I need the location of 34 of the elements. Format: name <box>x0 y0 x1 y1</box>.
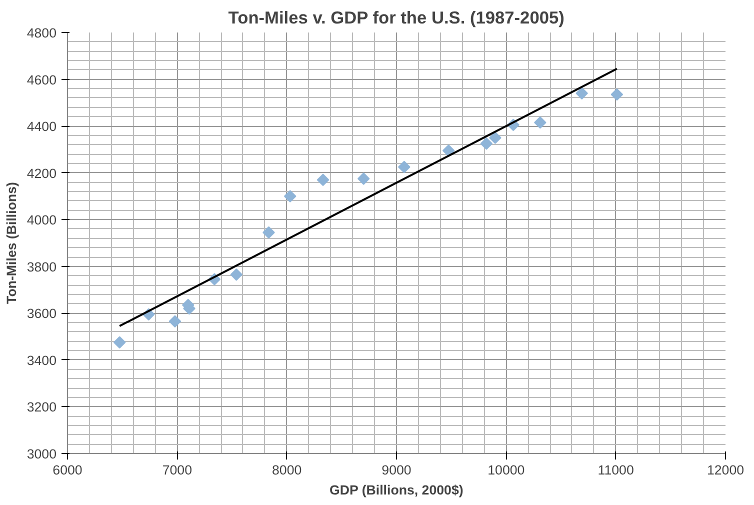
point <box>284 190 296 202</box>
point <box>534 116 546 129</box>
y-tick-label: 4600 <box>26 72 57 88</box>
x-tick-label: 11000 <box>598 462 634 478</box>
y-tick-label: 4800 <box>26 26 57 40</box>
y-tick-label: 3000 <box>26 446 57 462</box>
point <box>230 268 243 281</box>
y-tick-label: 3800 <box>26 259 57 274</box>
x-tick-label: 7000 <box>162 462 192 478</box>
point <box>168 315 182 328</box>
x-axis-title: GDP (Billions, 2000$) <box>329 482 464 498</box>
x-tick-label: 6000 <box>52 462 82 478</box>
point <box>480 137 493 150</box>
y-axis-title: Ton-Miles (Billions) <box>4 182 19 304</box>
point <box>576 87 588 100</box>
point <box>262 226 275 239</box>
point <box>398 160 410 174</box>
point <box>610 88 624 101</box>
chart-title: Ton-Miles v. GDP for the U.S. (1987-2005) <box>228 8 564 28</box>
x-tick-label: 9000 <box>382 462 412 478</box>
point <box>442 144 455 157</box>
x-tick-label: 8000 <box>272 462 302 478</box>
point <box>316 174 330 186</box>
point <box>357 172 370 185</box>
x-tick-label: 12000 <box>706 462 744 478</box>
point <box>489 132 502 144</box>
y-tick-label: 3600 <box>26 306 57 322</box>
y-tick-label: 4200 <box>26 166 57 181</box>
point <box>113 336 126 349</box>
x-tick-label: 10000 <box>488 462 525 478</box>
y-tick-label: 3400 <box>26 352 57 368</box>
y-tick-label: 4000 <box>26 212 57 228</box>
y-tick-label: 4400 <box>26 119 57 134</box>
y-tick-label: 3200 <box>26 400 57 415</box>
